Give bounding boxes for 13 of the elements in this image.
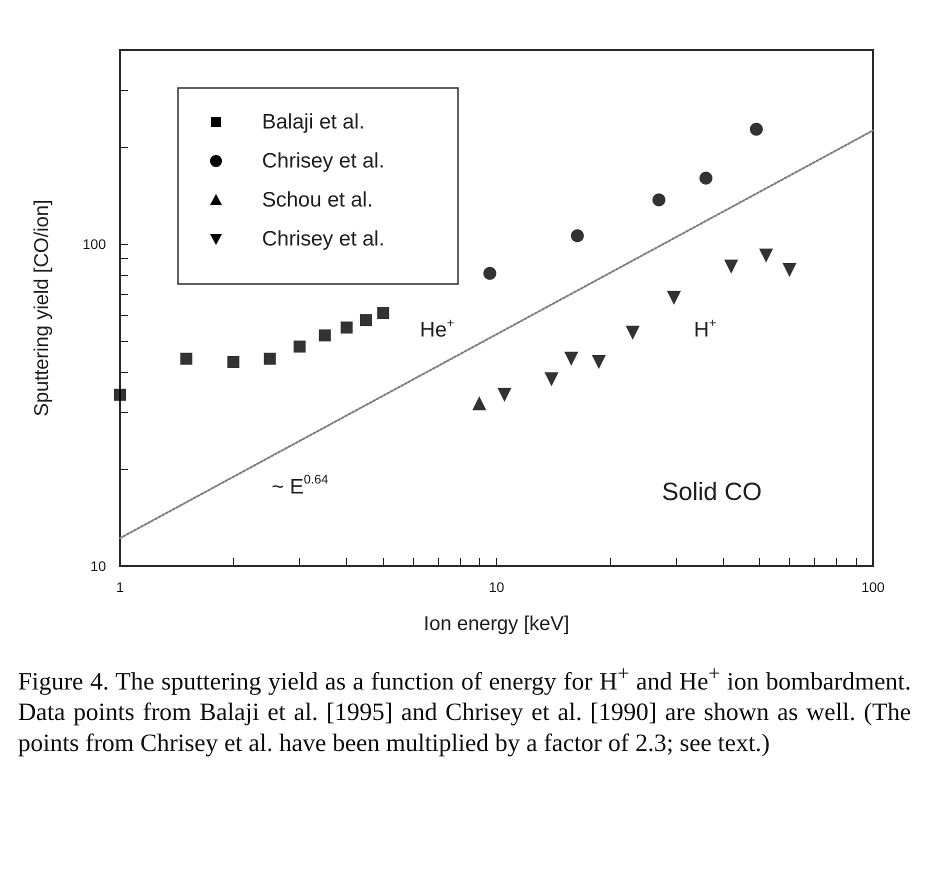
legend-label: Chrisey et al. bbox=[262, 228, 385, 250]
annotation: He+ bbox=[420, 316, 454, 342]
caption: Figure 4. The sputtering yield as a function of energy for H$^{+}$ and He$^{+}$ ion bombardment. Data points from Balaji et al. [1995] and Chrisey et al. [1990] are shown as well. (The points from Chrisey et al. have been multiplied by a factor of 2.3; see text.) bbox=[17, 660, 912, 760]
x-tick-label: 10 bbox=[488, 579, 504, 595]
x-tick-label: 1 bbox=[116, 579, 124, 595]
annotation: H+ bbox=[694, 316, 716, 342]
annotation: Solid CO bbox=[662, 478, 762, 506]
legend-label: Schou et al. bbox=[262, 188, 373, 212]
y-axis-title: Sputtering yield [CO/ion] bbox=[31, 200, 53, 416]
x-axis-title: Ion energy [keV] bbox=[424, 613, 570, 635]
x-tick-label: 100 bbox=[861, 579, 885, 595]
legend-label: Chrisey et al. bbox=[262, 150, 385, 172]
legend-label: Balaji et al. bbox=[262, 110, 365, 134]
